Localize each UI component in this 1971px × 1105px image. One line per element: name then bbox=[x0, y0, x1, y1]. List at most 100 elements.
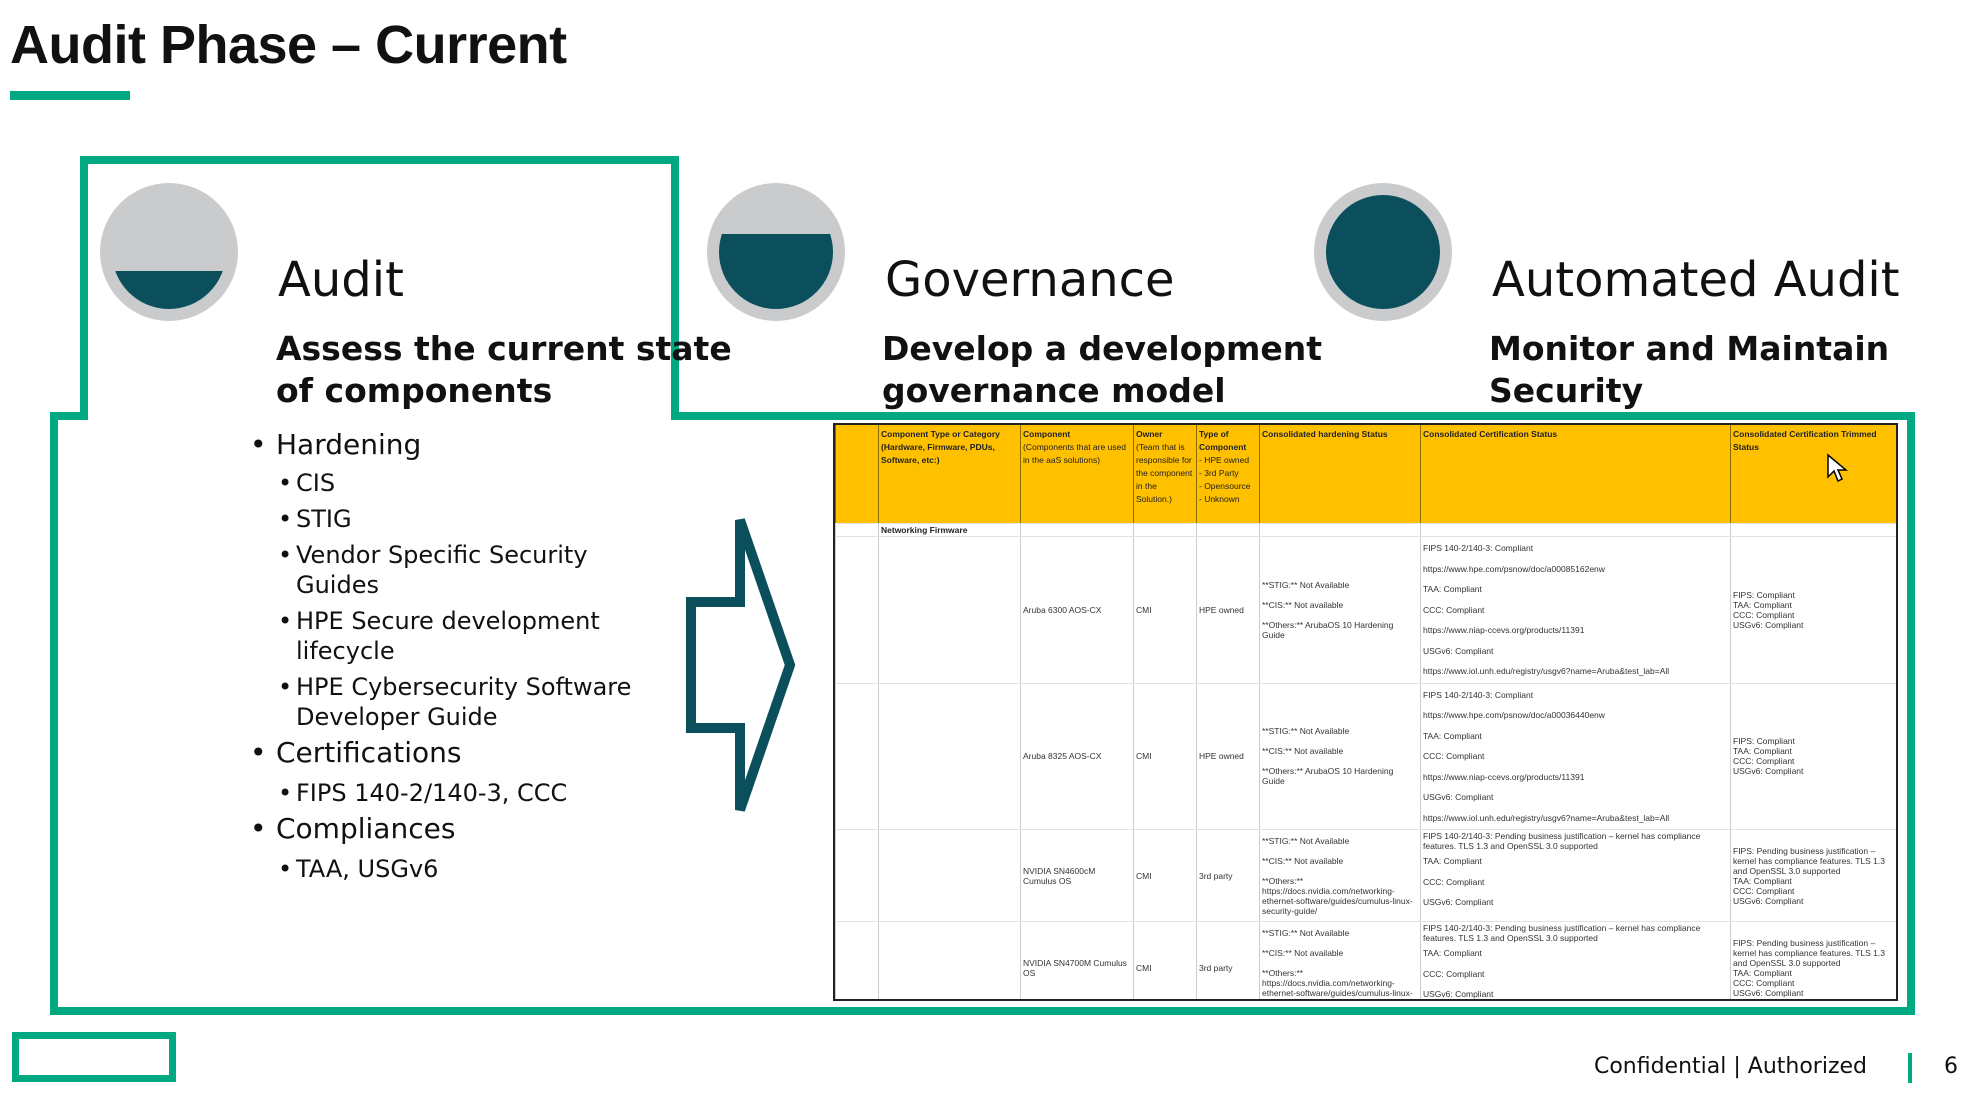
cell bbox=[878, 536, 1021, 684]
bullet-fips-ccc: FIPS 140-2/140-3, CCC bbox=[278, 778, 567, 808]
cell-trimmed: FIPS: Pending business justification – k… bbox=[1730, 921, 1896, 999]
subtitle-line: Monitor and Maintain bbox=[1489, 329, 1890, 368]
cell-type: HPE owned bbox=[1196, 536, 1260, 684]
bullet-stig: STIG bbox=[278, 504, 351, 534]
table-header-row: Component Type or Category (Hardware, Fi… bbox=[835, 425, 1896, 524]
cell-trimmed: FIPS: Pending business justification – k… bbox=[1730, 829, 1896, 922]
cell-certification: FIPS 140-2/140-3: Compliant https://www.… bbox=[1420, 536, 1731, 684]
cell-hardening: **STIG:** Not Available **CIS:** Not ava… bbox=[1259, 536, 1421, 684]
cell bbox=[835, 536, 879, 684]
header-hardening: Consolidated hardening Status bbox=[1259, 425, 1421, 524]
cell-hardening: **STIG:** Not Available **CIS:** Not ava… bbox=[1259, 683, 1421, 830]
bullet-hardening: Hardening bbox=[250, 428, 421, 461]
header-label: Component bbox=[1023, 429, 1071, 439]
bullet-vendor-guides: Vendor Specific Security Guides bbox=[278, 540, 588, 600]
table-row: NVIDIA SN4600cM Cumulus OS CMI 3rd party… bbox=[835, 829, 1896, 922]
subtitle-line: Assess the current state bbox=[276, 329, 732, 368]
governance-progress-icon bbox=[707, 183, 845, 321]
cell-type: 3rd party bbox=[1196, 829, 1260, 922]
group-row: Networking Firmware bbox=[835, 523, 1896, 537]
bullet-cis: CIS bbox=[278, 468, 335, 498]
slide-title: Audit Phase – Current bbox=[10, 15, 567, 75]
cert-fips: FIPS 140-2/140-3: Pending business justi… bbox=[1423, 923, 1701, 943]
bullet-certifications: Certifications bbox=[250, 736, 462, 769]
cell bbox=[835, 829, 879, 922]
cell bbox=[1730, 523, 1896, 537]
cell-hardening: **STIG:** Not Available **CIS:** Not ava… bbox=[1259, 829, 1421, 922]
cell bbox=[1133, 523, 1197, 537]
phase-subtitle-governance: Develop a development governance model bbox=[882, 328, 1322, 412]
bullet-hpe-cyber-guide: HPE Cybersecurity Software Developer Gui… bbox=[278, 672, 631, 732]
subtitle-line: Develop a development bbox=[882, 329, 1323, 368]
spreadsheet-screenshot: Component Type or Category (Hardware, Fi… bbox=[833, 423, 1898, 1001]
header-sublabel: (Team that is responsible for the compon… bbox=[1136, 442, 1193, 504]
header-rownum bbox=[835, 425, 879, 524]
cell bbox=[1196, 523, 1260, 537]
bullet-hpe-sdl: HPE Secure development lifecycle bbox=[278, 606, 600, 666]
cert-fips: FIPS 140-2/140-3: Pending business justi… bbox=[1423, 831, 1701, 851]
cell bbox=[878, 683, 1021, 830]
header-label: Owner bbox=[1136, 429, 1163, 439]
cell-type: HPE owned bbox=[1196, 683, 1260, 830]
bullet-taa-usgv6: TAA, USGv6 bbox=[278, 854, 438, 884]
cell bbox=[878, 921, 1021, 999]
title-underline bbox=[10, 91, 130, 100]
header-trimmed: Consolidated Certification Trimmed Statu… bbox=[1730, 425, 1896, 524]
header-owner: Owner (Team that is responsible for the c… bbox=[1133, 425, 1197, 524]
group-label: Networking Firmware bbox=[878, 523, 1021, 537]
cell bbox=[1259, 523, 1421, 537]
header-certification: Consolidated Certification Status bbox=[1420, 425, 1731, 524]
cell-type: 3rd party bbox=[1196, 921, 1260, 999]
cert-rest: TAA: Compliant CCC: Compliant USGv6: Com… bbox=[1423, 948, 1494, 999]
cell-component: Aruba 8325 AOS-CX bbox=[1020, 683, 1134, 830]
header-label: Type of Component bbox=[1199, 429, 1247, 452]
cell-component: NVIDIA SN4600cM Cumulus OS bbox=[1020, 829, 1134, 922]
cell-certification: FIPS 140-2/140-3: Pending business justi… bbox=[1420, 829, 1731, 922]
page-number: 6 bbox=[1944, 1054, 1958, 1079]
subtitle-line: of components bbox=[276, 371, 553, 410]
mouse-cursor-icon bbox=[1827, 453, 1848, 483]
component-status-table: Component Type or Category (Hardware, Fi… bbox=[835, 425, 1896, 999]
cell-owner: CMI bbox=[1133, 683, 1197, 830]
cell bbox=[878, 829, 1021, 922]
cell bbox=[835, 523, 879, 537]
cell-owner: CMI bbox=[1133, 829, 1197, 922]
header-component: Component (Components that are used in th… bbox=[1020, 425, 1134, 524]
footer-classification: Confidential | Authorized bbox=[1593, 1054, 1867, 1079]
bullet-compliances: Compliances bbox=[250, 812, 455, 845]
phase-title-automated-audit: Automated Audit bbox=[1492, 252, 1900, 308]
cell-certification: FIPS 140-2/140-3: Pending business justi… bbox=[1420, 921, 1731, 999]
subtitle-line: Security bbox=[1489, 371, 1644, 410]
hpe-logo-element bbox=[12, 1032, 176, 1082]
cert-rest: TAA: Compliant CCC: Compliant USGv6: Com… bbox=[1423, 856, 1494, 907]
subtitle-line: governance model bbox=[882, 371, 1226, 410]
header-type: Type of Component - HPE owned - 3rd Party… bbox=[1196, 425, 1260, 524]
phase-subtitle-audit: Assess the current state of components bbox=[276, 328, 732, 412]
cell-component: Aruba 6300 AOS-CX bbox=[1020, 536, 1134, 684]
phase-title-governance: Governance bbox=[885, 252, 1175, 308]
table-row: Aruba 8325 AOS-CX CMI HPE owned **STIG:*… bbox=[835, 683, 1896, 830]
cell bbox=[1420, 523, 1731, 537]
cell-certification: FIPS 140-2/140-3: Compliant https://www.… bbox=[1420, 683, 1731, 830]
phase-title-audit: Audit bbox=[278, 252, 404, 308]
cell-hardening: **STIG:** Not Available **CIS:** Not ava… bbox=[1259, 921, 1421, 999]
cell-owner: CMI bbox=[1133, 536, 1197, 684]
cell-component: NVIDIA SN4700M Cumulus OS bbox=[1020, 921, 1134, 999]
cell bbox=[835, 683, 879, 830]
right-arrow-icon bbox=[686, 518, 796, 812]
footer-divider bbox=[1908, 1053, 1912, 1083]
phase-subtitle-automated-audit: Monitor and Maintain Security bbox=[1489, 328, 1889, 412]
table-row: NVIDIA SN4700M Cumulus OS CMI 3rd party … bbox=[835, 921, 1896, 999]
cell-owner: CMI bbox=[1133, 921, 1197, 999]
header-sublabel: (Components that are used in the aaS sol… bbox=[1023, 442, 1127, 465]
header-sublabel: - HPE owned - 3rd Party - Opensource - U… bbox=[1199, 455, 1251, 504]
table-row: Aruba 6300 AOS-CX CMI HPE owned **STIG:*… bbox=[835, 536, 1896, 684]
cell-trimmed: FIPS: Compliant TAA: Compliant CCC: Comp… bbox=[1730, 536, 1896, 684]
cell-trimmed: FIPS: Compliant TAA: Compliant CCC: Comp… bbox=[1730, 683, 1896, 830]
automated-audit-progress-icon bbox=[1314, 183, 1452, 321]
cell bbox=[1020, 523, 1134, 537]
audit-progress-icon bbox=[100, 183, 238, 321]
header-category: Component Type or Category (Hardware, Fi… bbox=[878, 425, 1021, 524]
cell bbox=[835, 921, 879, 999]
